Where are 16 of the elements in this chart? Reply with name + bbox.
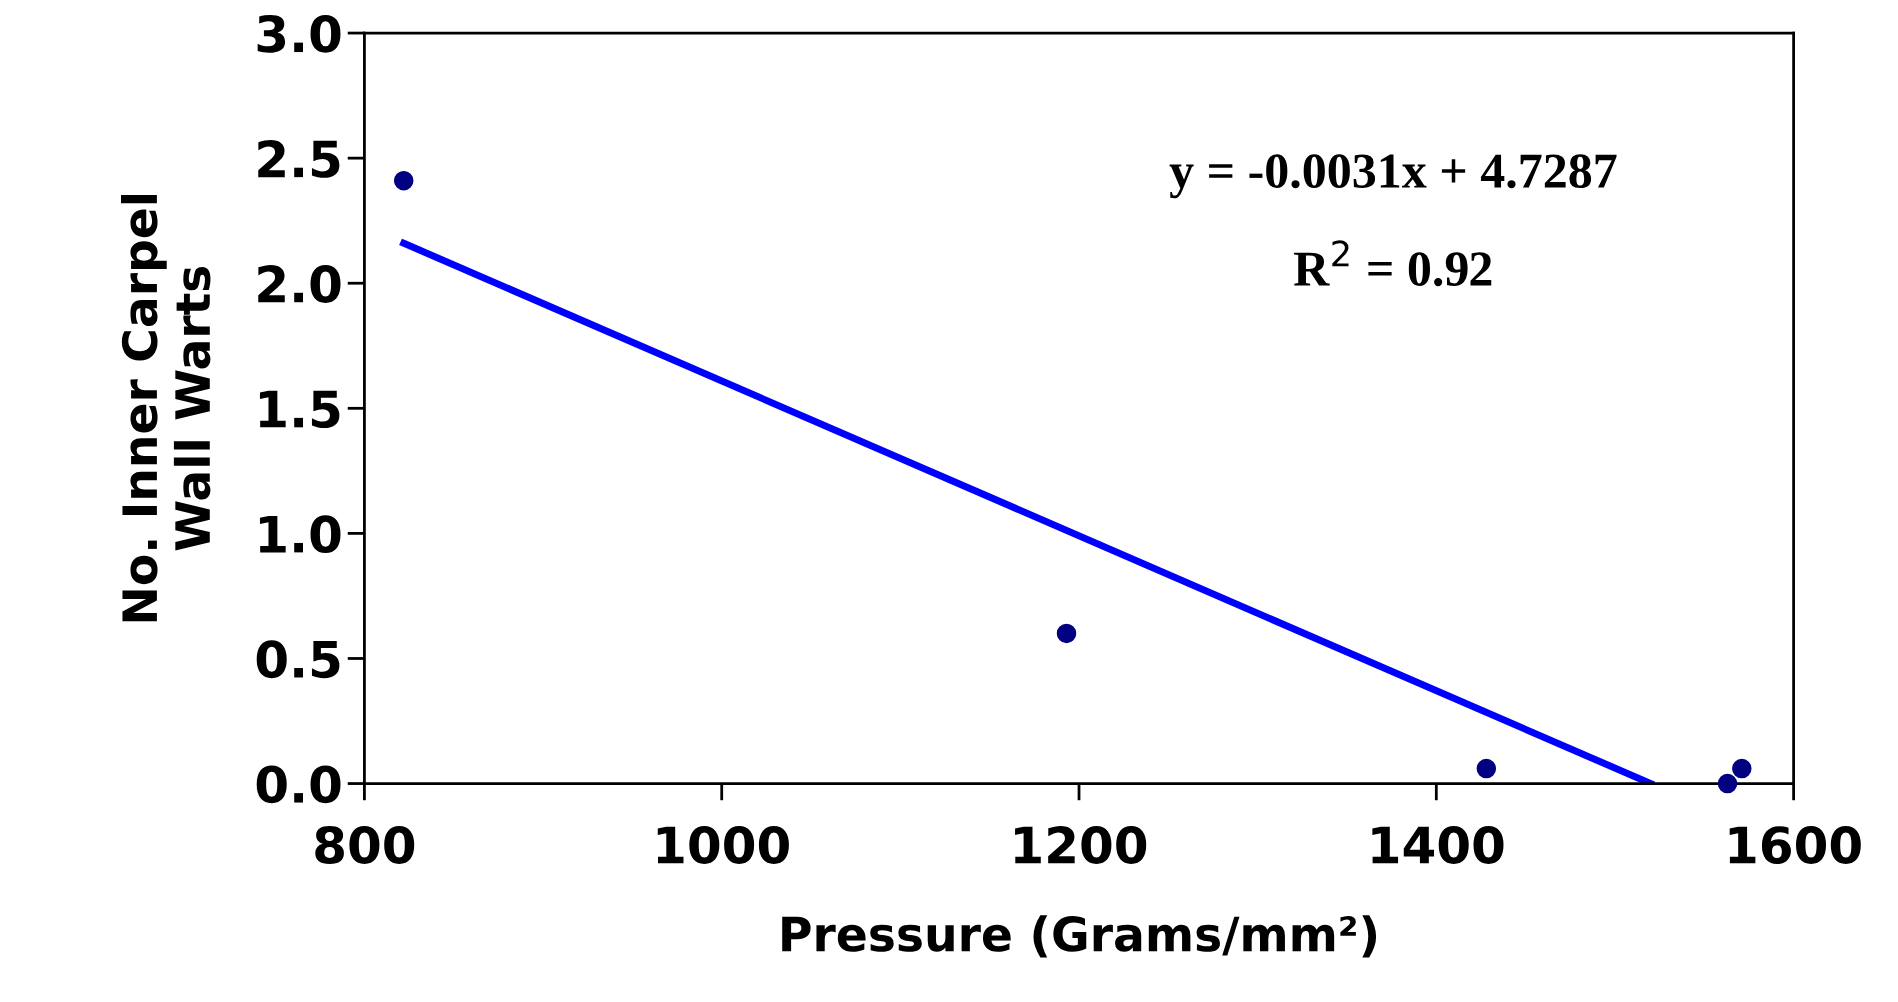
y-tick-label: 0.0 bbox=[256, 765, 341, 804]
y-tick-label: 1.0 bbox=[259, 515, 341, 554]
y-tick-label: 2.0 bbox=[258, 265, 341, 303]
x-tick-label: 1600 bbox=[1729, 826, 1861, 864]
annotation: R$^{2}$ = 0.92 bbox=[1294, 240, 1492, 287]
x-tick-label: 1000 bbox=[657, 826, 789, 864]
y-tick-label: 1.5 bbox=[259, 390, 340, 429]
x-tick-label: 1400 bbox=[1372, 826, 1504, 864]
y-tick-label: 2.5 bbox=[258, 140, 340, 178]
y-axis-title: No. Inner Carpel Wall Warts bbox=[121, 194, 211, 622]
y-tick-label: 0.5 bbox=[256, 640, 340, 679]
annotation: y = -0.0031x + 4.7287 bbox=[1169, 154, 1617, 199]
x-axis-title: Pressure (Grams/mm²) bbox=[782, 915, 1377, 958]
x-tick-label: 800 bbox=[315, 826, 415, 864]
x-tick-label: 1200 bbox=[1015, 826, 1147, 864]
y-tick-label: 3.0 bbox=[257, 14, 341, 53]
